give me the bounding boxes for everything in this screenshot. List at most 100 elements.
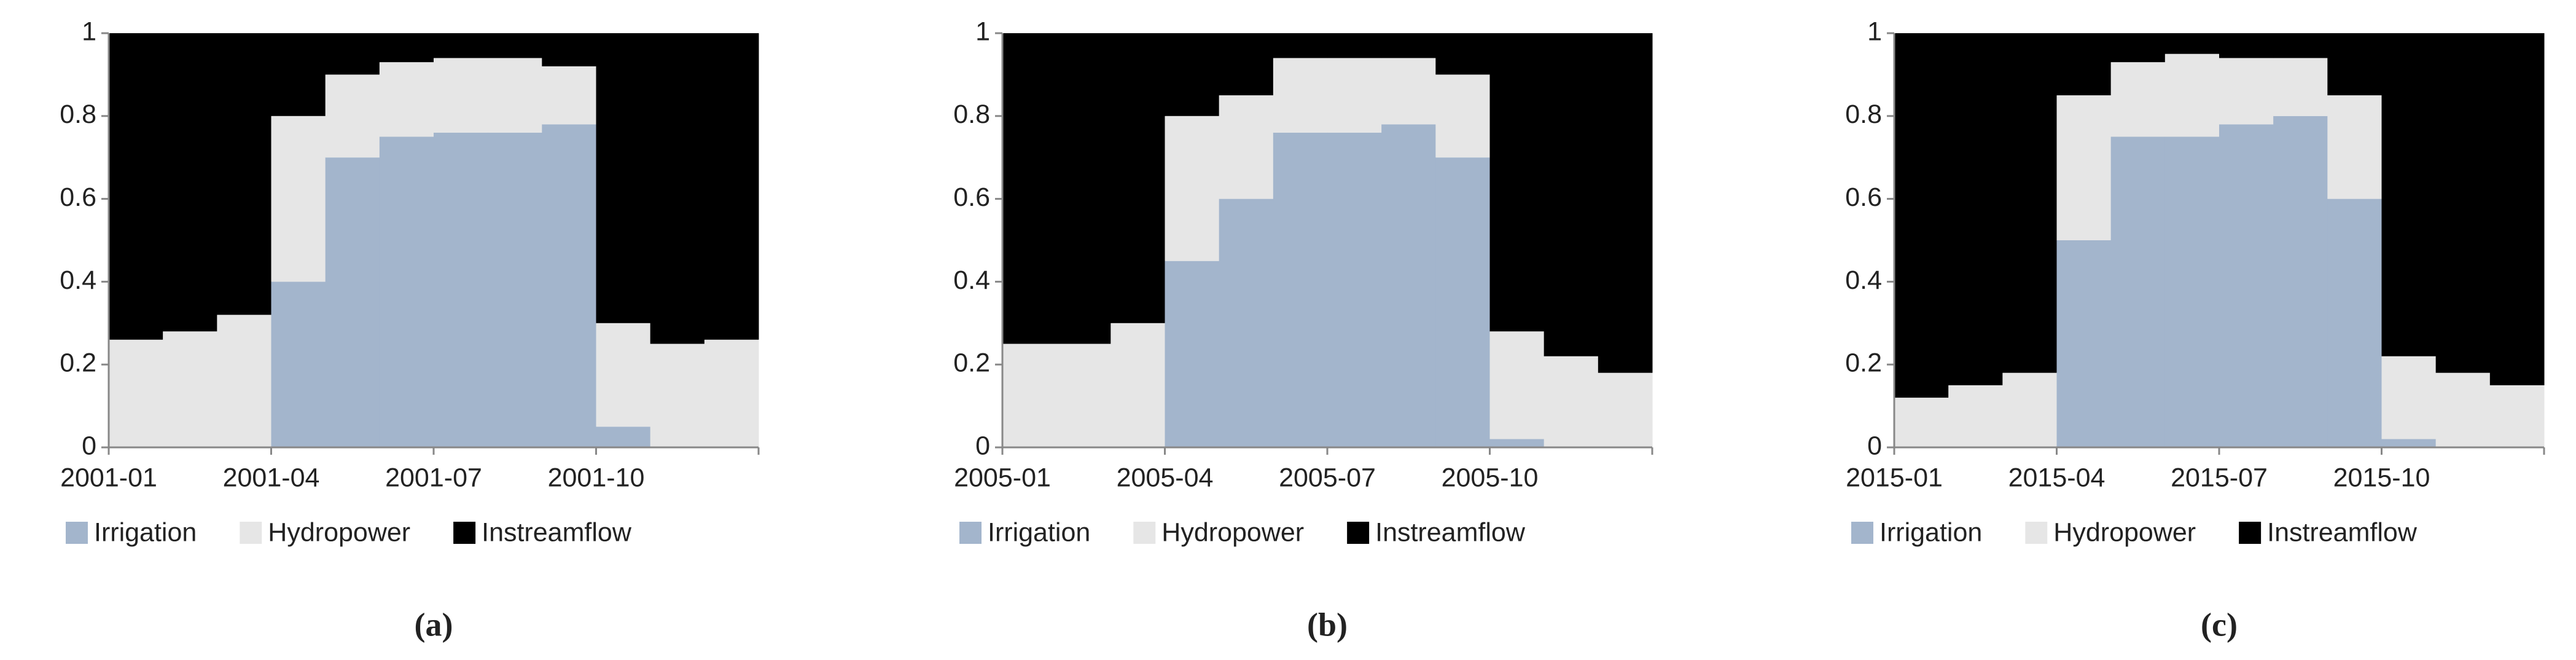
- area-segment: [379, 136, 434, 447]
- y-tick-label: 1: [975, 17, 990, 46]
- y-tick-label: 0: [82, 431, 96, 460]
- area-segment: [2381, 439, 2437, 447]
- y-tick-label: 1: [1867, 17, 1882, 46]
- area-segment: [1381, 33, 1436, 58]
- area-segment: [2110, 62, 2166, 137]
- area-segment: [488, 132, 542, 447]
- area-segment: [1435, 33, 1490, 75]
- area-segment: [1894, 398, 1949, 447]
- area-segment: [1056, 344, 1111, 447]
- y-tick-label: 0.8: [60, 100, 96, 129]
- legend-label: Irrigation: [94, 517, 197, 547]
- legend-swatch: [1347, 522, 1370, 544]
- x-tick-label: 2005-01: [954, 463, 1051, 492]
- y-tick-label: 0: [975, 431, 990, 460]
- area-segment: [2002, 372, 2057, 447]
- area-segment: [1544, 33, 1599, 356]
- area-segment: [2219, 124, 2274, 447]
- area-segment: [1894, 33, 1949, 398]
- area-segment: [1435, 157, 1490, 447]
- area-segment: [1165, 33, 1220, 116]
- area-segment: [1219, 95, 1274, 199]
- area-segment: [542, 124, 596, 447]
- legend-label: Hydropower: [268, 517, 410, 547]
- area-segment: [1219, 33, 1274, 96]
- area-segment: [1489, 33, 1545, 332]
- legend-label: Instreamflow: [2267, 517, 2418, 547]
- legend-label: Instreamflow: [482, 517, 632, 547]
- area-segment: [704, 339, 759, 447]
- legend-swatch: [959, 522, 982, 544]
- area-segment: [1056, 33, 1111, 344]
- area-segment: [2327, 95, 2382, 199]
- y-tick-label: 0.2: [1845, 348, 1882, 378]
- legend-label: Irrigation: [1879, 517, 1982, 547]
- area-segment: [2219, 33, 2274, 58]
- area-segment: [217, 33, 271, 315]
- legend-label: Hydropower: [1161, 517, 1304, 547]
- x-tick-label: 2001-10: [548, 463, 645, 492]
- area-segment: [1327, 33, 1382, 58]
- panel-label: (a): [415, 606, 453, 643]
- area-segment: [2381, 356, 2437, 439]
- area-segment: [2056, 240, 2112, 447]
- area-segment: [325, 74, 380, 158]
- y-tick-label: 0.6: [1845, 183, 1882, 212]
- area-segment: [163, 331, 217, 447]
- area-segment: [271, 281, 326, 447]
- legend-label: Hydropower: [2053, 517, 2196, 547]
- area-segment: [2273, 58, 2328, 116]
- legend-label: Irrigation: [988, 517, 1090, 547]
- area-segment: [2056, 33, 2112, 96]
- area-segment: [2219, 58, 2274, 125]
- area-segment: [1948, 33, 2003, 385]
- area-segment: [109, 339, 163, 447]
- area-segment: [704, 33, 759, 340]
- area-segment: [2327, 33, 2382, 96]
- area-segment: [379, 62, 434, 137]
- area-segment: [2164, 33, 2220, 54]
- area-segment: [379, 33, 434, 63]
- area-segment: [1273, 132, 1328, 447]
- legend-swatch: [1133, 522, 1156, 544]
- y-tick-label: 0.8: [1845, 100, 1882, 129]
- y-tick-label: 0.4: [1845, 265, 1882, 295]
- legend-label: Instreamflow: [1375, 517, 1526, 547]
- area-segment: [434, 33, 488, 58]
- area-segment: [1327, 58, 1382, 133]
- legend-swatch: [1851, 522, 1873, 544]
- panel-label: (c): [2201, 606, 2238, 643]
- area-segment: [325, 157, 380, 447]
- y-tick-label: 0.6: [953, 183, 990, 212]
- area-segment: [2273, 33, 2328, 58]
- y-tick-label: 0.8: [953, 100, 990, 129]
- area-segment: [217, 315, 271, 447]
- x-tick-label: 2001-07: [385, 463, 482, 492]
- x-tick-label: 2005-04: [1117, 463, 1214, 492]
- x-tick-label: 2001-01: [60, 463, 157, 492]
- y-tick-label: 0.4: [60, 265, 96, 295]
- area-segment: [2002, 33, 2057, 373]
- area-segment: [1435, 74, 1490, 158]
- x-tick-label: 2015-10: [2333, 463, 2430, 492]
- area-segment: [2381, 33, 2437, 356]
- area-segment: [542, 66, 596, 125]
- area-segment: [2327, 198, 2382, 447]
- area-segment: [650, 33, 705, 344]
- area-segment: [1381, 58, 1436, 125]
- y-tick-label: 0: [1867, 431, 1882, 460]
- area-segment: [596, 426, 651, 447]
- area-segment: [1544, 356, 1599, 447]
- area-segment: [2110, 136, 2166, 447]
- y-tick-label: 1: [82, 17, 96, 46]
- area-segment: [325, 33, 380, 75]
- legend-swatch: [453, 522, 476, 544]
- area-segment: [163, 33, 217, 332]
- area-segment: [542, 33, 596, 66]
- y-tick-label: 0.2: [60, 348, 96, 378]
- x-tick-label: 2001-04: [223, 463, 320, 492]
- x-tick-label: 2005-10: [1442, 463, 1539, 492]
- y-tick-label: 0.4: [953, 265, 990, 295]
- area-segment: [2273, 116, 2328, 448]
- area-segment: [1110, 323, 1165, 447]
